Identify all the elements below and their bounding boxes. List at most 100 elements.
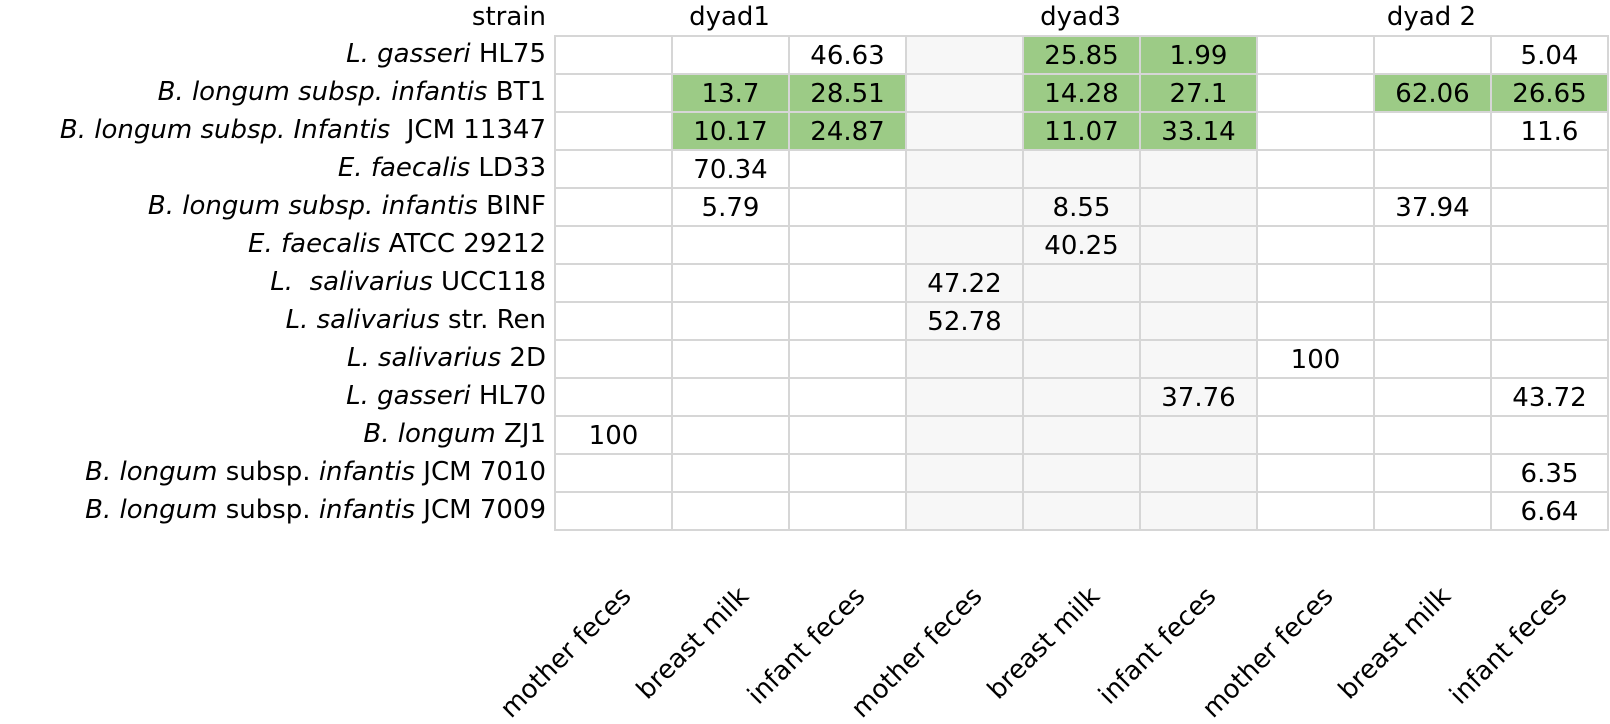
strain-label-part: E. faecalis — [337, 153, 471, 183]
table-cell — [1022, 415, 1141, 455]
table-cell — [1373, 149, 1492, 189]
table-cell — [1256, 187, 1375, 227]
table-cell — [671, 301, 790, 341]
table-cell — [1139, 225, 1258, 265]
strain-label-part: HL75 — [470, 39, 546, 69]
table-cell — [671, 377, 790, 417]
table-cell — [1373, 35, 1492, 75]
group-header: dyad3 — [1040, 2, 1121, 32]
table-cell — [1256, 225, 1375, 265]
table-cell — [554, 149, 673, 189]
table-cell — [1139, 301, 1258, 341]
table-cell — [1022, 453, 1141, 493]
strain-label: B. longum subsp. Infantis JCM 11347 — [0, 111, 546, 149]
table-cell: 62.06 — [1373, 73, 1492, 113]
strain-label: L. salivarius UCC118 — [0, 263, 546, 301]
table-cell — [1490, 301, 1609, 341]
strain-label-part: L. salivarius — [285, 305, 440, 335]
table-cell — [1022, 263, 1141, 303]
strain-label-part: B. longum subsp. Infantis — [59, 115, 391, 145]
strain-label-part: L. gasseri — [346, 381, 471, 411]
table-cell — [1139, 491, 1258, 531]
table-cell — [905, 149, 1024, 189]
table-cell — [1139, 339, 1258, 379]
table-cell — [671, 263, 790, 303]
table-cell — [1256, 377, 1375, 417]
strain-label-part: B. longum — [363, 419, 496, 449]
strain-label-part: L. salivarius — [270, 267, 433, 297]
table-cell — [905, 339, 1024, 379]
table-cell — [554, 73, 673, 113]
table-cell — [1139, 187, 1258, 227]
table-cell — [905, 35, 1024, 75]
table-cell: 52.78 — [905, 301, 1024, 341]
table-cell — [671, 225, 790, 265]
table-cell — [1256, 415, 1375, 455]
table-cell — [788, 301, 907, 341]
strain-label-part: B. longum — [85, 495, 218, 525]
table-cell — [788, 225, 907, 265]
table-cell — [1139, 149, 1258, 189]
table-cell — [1490, 149, 1609, 189]
table-cell — [905, 187, 1024, 227]
table-cell — [905, 377, 1024, 417]
table-cell — [1256, 73, 1375, 113]
table-cell: 11.07 — [1022, 111, 1141, 151]
column-label: breast milk — [1332, 581, 1457, 706]
strain-label-part: UCC118 — [432, 267, 546, 297]
table-cell: 6.35 — [1490, 453, 1609, 493]
table-cell — [1373, 225, 1492, 265]
table-cell — [1256, 149, 1375, 189]
table-cell — [905, 111, 1024, 151]
column-label: infant feces — [1443, 581, 1573, 711]
strain-label-part: E. faecalis — [248, 229, 381, 259]
strain-label: B. longum subsp. infantis BINF — [0, 187, 546, 225]
strain-label-part: JCM 11347 — [390, 115, 546, 145]
table-cell — [554, 35, 673, 75]
table-cell — [1490, 415, 1609, 455]
strain-label: B. longum subsp. infantis JCM 7010 — [0, 453, 546, 491]
table-cell — [554, 187, 673, 227]
table-cell: 13.7 — [671, 73, 790, 113]
table-cell — [1139, 263, 1258, 303]
table-cell — [905, 73, 1024, 113]
table-cell — [1373, 415, 1492, 455]
table-cell — [1373, 263, 1492, 303]
table-cell — [1022, 491, 1141, 531]
group-header: dyad 2 — [1386, 2, 1477, 32]
table-cell — [1490, 187, 1609, 227]
table-cell: 46.63 — [788, 35, 907, 75]
table-cell — [1256, 301, 1375, 341]
strain-label-part: 2D — [501, 343, 546, 373]
table-cell — [905, 491, 1024, 531]
table-cell: 33.14 — [1139, 111, 1258, 151]
table-cell — [554, 377, 673, 417]
table-cell — [1490, 263, 1609, 303]
table-cell — [554, 111, 673, 151]
table-cell — [1022, 339, 1141, 379]
strain-label-part: subsp. — [217, 495, 319, 525]
strain-label: E. faecalis ATCC 29212 — [0, 225, 546, 263]
table-cell — [1256, 491, 1375, 531]
table-cell — [788, 263, 907, 303]
table-cell: 100 — [1256, 339, 1375, 379]
table-cell — [788, 339, 907, 379]
table-cell — [1256, 453, 1375, 493]
table-cell: 70.34 — [671, 149, 790, 189]
table-cell: 1.99 — [1139, 35, 1258, 75]
table-cell — [1256, 35, 1375, 75]
table-cell — [554, 339, 673, 379]
strain-label-part: HL70 — [470, 381, 546, 411]
strain-label-part: BT1 — [487, 77, 546, 107]
table-cell: 40.25 — [1022, 225, 1141, 265]
table-cell — [671, 415, 790, 455]
table-cell: 26.65 — [1490, 73, 1609, 113]
table-cell — [905, 415, 1024, 455]
table-cell: 28.51 — [788, 73, 907, 113]
table-cell — [1490, 339, 1609, 379]
table-cell — [1139, 453, 1258, 493]
strain-label-part: LD33 — [470, 153, 546, 183]
table-cell — [1373, 339, 1492, 379]
table-cell — [788, 149, 907, 189]
